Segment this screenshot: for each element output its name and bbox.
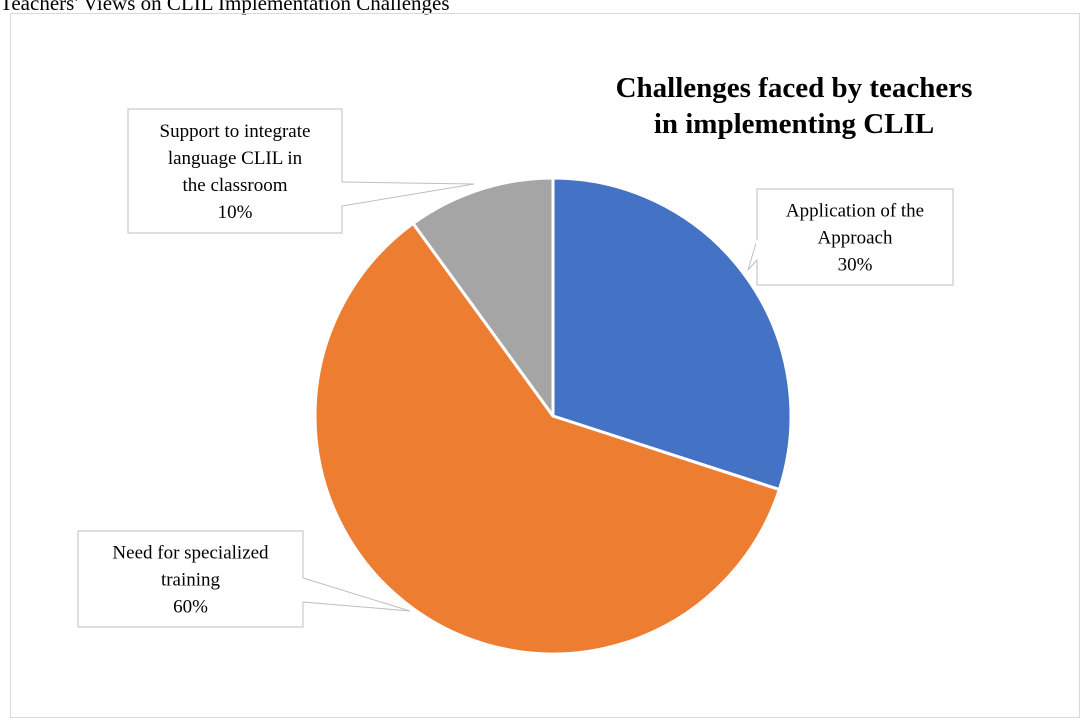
callout-box [756,188,954,286]
pie-slice-2 [313,221,781,656]
data-label-percent: 30% [838,255,873,276]
callout-box [77,530,304,628]
data-label-3: Support to integrate language CLIL in the … [127,108,475,234]
data-label-1: Application of the Approach 30% [747,188,954,286]
data-label-percent: 60% [173,597,208,618]
chart-title-line-2: in implementing CLIL [654,108,934,140]
data-label-text: language CLIL in [168,148,303,169]
data-label-2: Need for specialized training 60% [77,530,411,628]
data-label-percent: 10% [218,202,253,223]
data-labels: Application of the Approach 30% Need for sp… [77,108,954,628]
data-label-text: training [161,570,221,591]
callout-pointer [747,239,758,271]
data-label-text: the classroom [182,175,287,196]
chart-title-line-1: Challenges faced by teachers [616,72,973,104]
pie-slice-3 [411,176,555,418]
data-label-text: Support to integrate [160,121,311,142]
pie-slice-1 [551,176,793,492]
figure-caption: Teachers' Views on CLIL Implementation C… [0,0,450,15]
data-label-text: Approach [818,228,893,249]
pie-slices [313,176,793,656]
data-label-text: Need for specialized [112,543,269,564]
callout-box [127,108,343,234]
data-label-text: Application of the [786,201,924,222]
